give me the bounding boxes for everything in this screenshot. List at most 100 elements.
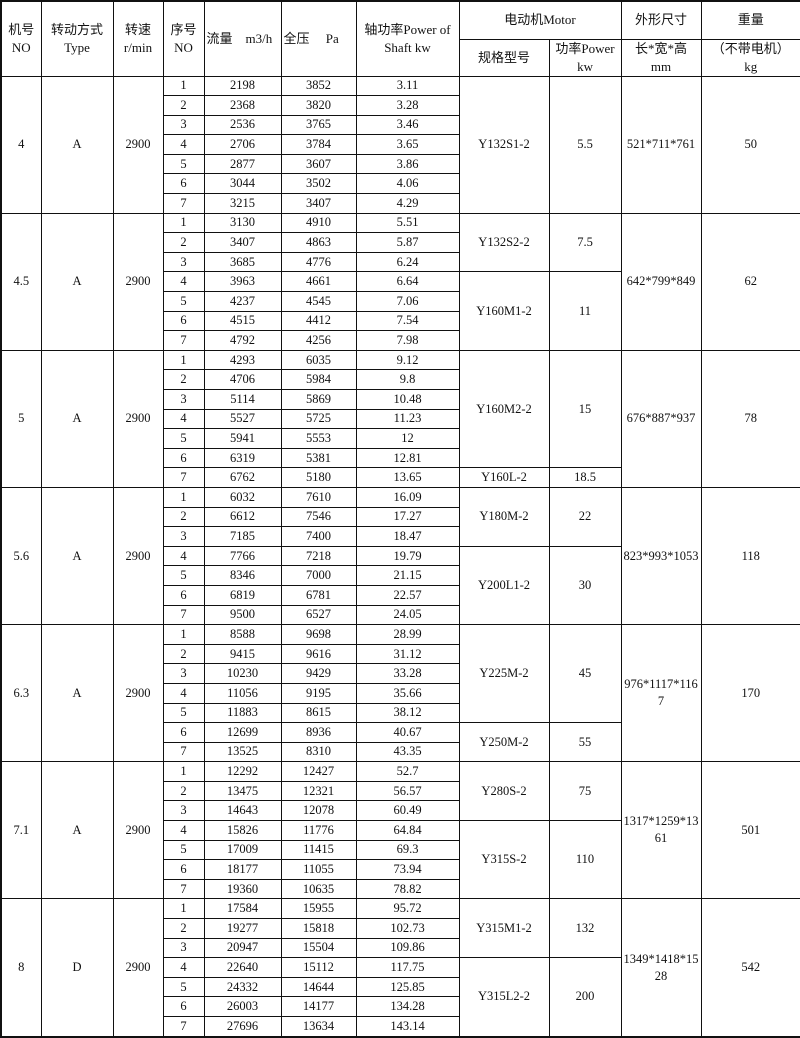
drive-type: A	[40, 349, 114, 488]
fan-no: 6.3	[0, 624, 42, 763]
table-row: 2 3407 4863 5.87	[1, 232, 800, 253]
shaft-power: 52.7	[355, 761, 460, 782]
seq-no: 1	[162, 898, 205, 920]
flow: 26003	[203, 996, 282, 1017]
pressure: 6035	[280, 349, 357, 371]
pressure: 5984	[280, 369, 357, 390]
motor-power: 5.5	[548, 75, 622, 214]
flow: 22640	[203, 957, 282, 978]
drive-type: D	[40, 898, 114, 1038]
shaft-power: 28.99	[355, 624, 460, 645]
table-row: 4 A 2900 1 2198 3852 3.11 Y132S1-2 5.5 521*711*76…	[0, 75, 800, 214]
pressure: 3607	[280, 153, 357, 175]
header-motor-model: 规格型号	[458, 38, 550, 77]
seq-no: 2	[162, 506, 205, 528]
shaft-power: 43.35	[355, 741, 460, 763]
pressure: 4910	[280, 212, 357, 234]
flow: 4706	[203, 369, 282, 390]
table-row: 6 12699 8936 40.67 Y250M-2 55	[1, 722, 800, 763]
pressure: 7546	[280, 506, 357, 528]
shaft-power: 95.72	[355, 898, 460, 920]
flow: 10230	[203, 663, 282, 684]
table-row: 5 24332 14644 125.85	[1, 976, 800, 998]
drive-type: A	[40, 624, 114, 763]
seq-no: 2	[162, 918, 205, 939]
shaft-power: 17.27	[355, 506, 460, 528]
pressure: 4545	[280, 291, 357, 312]
motor-model: Y200L1-2	[458, 545, 550, 626]
flow: 27696	[203, 1015, 282, 1038]
shaft-power: 3.46	[355, 114, 460, 136]
pressure: 13634	[280, 1015, 357, 1038]
dimensions: 976*1117*1167	[620, 624, 702, 763]
table-row: 7 4792 4256 7.98	[1, 330, 800, 351]
header-shaft-power: 轴功率Power of Shaft kw	[355, 0, 460, 77]
pressure: 9429	[280, 663, 357, 684]
speed: 2900	[112, 761, 164, 900]
shaft-power: 117.75	[355, 957, 460, 978]
seq-no: 1	[162, 349, 205, 371]
weight: 50	[700, 75, 800, 214]
flow: 2877	[203, 153, 282, 175]
table-row: 3 10230 9429 33.28	[1, 663, 800, 684]
shaft-power: 9.8	[355, 369, 460, 390]
flow: 9500	[203, 604, 282, 626]
pressure: 4256	[280, 330, 357, 351]
table-row: 5.6 A 2900 1 6032 7610 16.09 Y180M-2 22 823*993*1…	[0, 486, 800, 626]
pressure: 10635	[280, 878, 357, 900]
table-row: 7 19360 10635 78.82	[1, 878, 800, 900]
pressure: 3407	[280, 193, 357, 214]
shaft-power: 3.28	[355, 95, 460, 116]
table-row: 2 4706 5984 9.8	[1, 369, 800, 390]
shaft-power: 40.67	[355, 722, 460, 743]
seq-no: 6	[162, 173, 205, 195]
shaft-power: 13.65	[355, 467, 460, 488]
pressure: 3784	[280, 134, 357, 155]
shaft-power: 3.86	[355, 153, 460, 175]
fan-no: 5	[0, 349, 42, 488]
pressure: 5869	[280, 389, 357, 410]
seq-no: 4	[162, 820, 205, 841]
seq-no: 3	[162, 800, 205, 822]
pressure: 12427	[280, 761, 357, 782]
seq-no: 3	[162, 114, 205, 136]
table-row: 8 D 2900 1 17584 15955 95.72 Y315M1-2 132 1349*14…	[0, 898, 800, 1038]
seq-no: 1	[162, 624, 205, 645]
dimensions: 1317*1259*1361	[620, 761, 702, 900]
shaft-power: 35.66	[355, 682, 460, 704]
table-row: 6 6819 6781 22.57	[1, 584, 800, 606]
motor-power: 200	[548, 957, 622, 1038]
seq-no: 1	[162, 486, 205, 508]
seq-no: 5	[162, 291, 205, 312]
pressure: 5725	[280, 408, 357, 430]
flow: 6319	[203, 447, 282, 469]
shaft-power: 38.12	[355, 702, 460, 724]
pressure: 3765	[280, 114, 357, 136]
pressure: 14644	[280, 976, 357, 998]
flow: 6762	[203, 467, 282, 488]
pressure: 12321	[280, 780, 357, 802]
pressure: 7400	[280, 526, 357, 547]
seq-no: 6	[162, 996, 205, 1017]
seq-no: 2	[162, 232, 205, 253]
seq-no: 3	[162, 389, 205, 410]
pressure: 7000	[280, 565, 357, 586]
table-row: 2 13475 12321 56.57	[1, 780, 800, 802]
header-weight: 重量	[700, 0, 800, 40]
seq-no: 3	[162, 663, 205, 684]
flow: 17009	[203, 839, 282, 861]
seq-no: 4	[162, 134, 205, 155]
shaft-power: 19.79	[355, 545, 460, 567]
seq-no: 6	[162, 859, 205, 880]
pressure: 3852	[280, 75, 357, 97]
fan-no: 8	[0, 898, 42, 1038]
pressure: 14177	[280, 996, 357, 1017]
seq-no: 5	[162, 428, 205, 449]
table-row: 3 14643 12078 60.49	[1, 800, 800, 822]
shaft-power: 125.85	[355, 976, 460, 998]
table-row: 4 5527 5725 11.23	[1, 408, 800, 430]
table-row: 4 11056 9195 35.66	[1, 682, 800, 704]
weight: 78	[700, 349, 800, 488]
table-row: 2 19277 15818 102.73	[1, 918, 800, 939]
header-motor: 电动机Motor	[458, 0, 622, 40]
